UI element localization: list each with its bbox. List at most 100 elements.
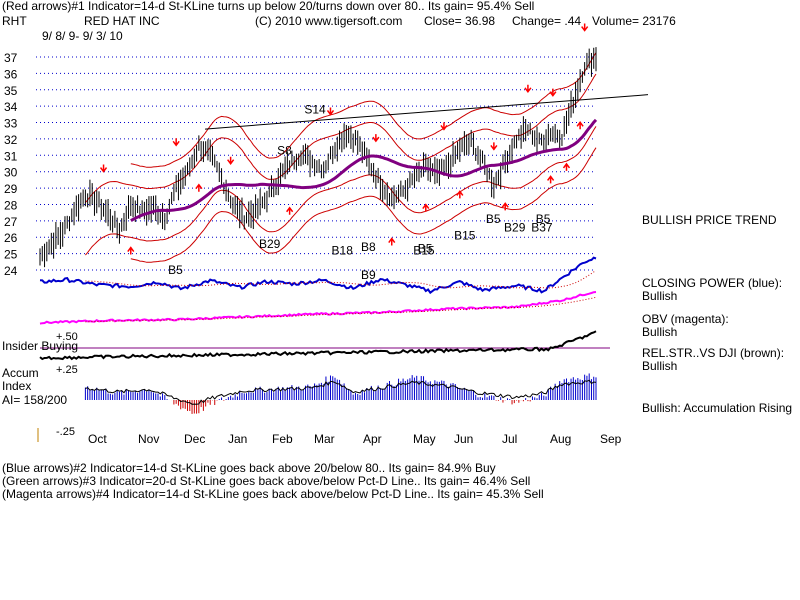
obv <box>39 291 597 325</box>
buy-arrow <box>127 246 135 255</box>
x-tick-label: May <box>413 432 436 446</box>
y-tick-label: 26 <box>4 231 18 245</box>
lower-band-outer <box>130 147 597 263</box>
signal-label: B29 <box>259 237 281 251</box>
rel-strength-status: Bullish <box>642 359 678 373</box>
accum-plus50-label: +.50 <box>56 331 78 343</box>
obv-status: Bullish <box>642 325 678 339</box>
sell-arrow <box>372 134 380 143</box>
volume-value: Volume= 23176 <box>592 14 676 28</box>
ticker-symbol: RHT <box>2 14 27 28</box>
y-tick-label: 37 <box>4 51 18 65</box>
sell-arrow <box>227 156 235 165</box>
closing-power-status: Bullish <box>642 289 678 303</box>
sell-arrow <box>440 122 448 131</box>
indicator-4-caption: (Magenta arrows)#4 Indicator=14-d St-KLi… <box>2 487 544 501</box>
closing-power-ma <box>85 270 597 289</box>
y-tick-label: 33 <box>4 117 18 131</box>
sell-arrow <box>490 142 498 151</box>
sell-arrow <box>581 23 589 32</box>
buy-arrow <box>195 183 203 192</box>
buy-arrow <box>286 206 294 215</box>
y-tick-label: 30 <box>4 166 18 180</box>
y-tick-label: 35 <box>4 84 18 98</box>
y-tick-label: 24 <box>4 264 18 278</box>
obv-line <box>39 291 597 325</box>
change-value: Change= .44 <box>512 14 582 28</box>
signal-label: B9 <box>361 268 376 282</box>
close-price: Close= 36.98 <box>424 14 496 28</box>
signal-label: B18 <box>332 243 354 257</box>
sell-arrow <box>549 88 557 97</box>
x-tick-label: Jun <box>454 432 473 446</box>
ai-label: AI= 158/200 <box>2 393 68 407</box>
y-tick-label: 34 <box>4 100 18 114</box>
signal-label: B5 <box>168 263 183 277</box>
y-tick-label: 36 <box>4 67 18 81</box>
signal-label: B15 <box>413 243 435 257</box>
closing-power-line <box>39 256 597 295</box>
buy-arrow <box>422 203 430 212</box>
rel-strength <box>39 330 597 361</box>
rel-strength-line <box>39 330 610 361</box>
x-tick-label: Aug <box>550 432 571 446</box>
closing-power <box>39 256 597 295</box>
resistance-trend-line <box>204 94 649 130</box>
sell-arrow <box>524 84 532 94</box>
buy-arrow <box>562 162 571 171</box>
y-tick-label: 27 <box>4 215 18 229</box>
insider-buying-label: Insider Buying <box>2 339 79 353</box>
upper-band <box>85 73 597 203</box>
signal-label: B5 <box>418 242 433 256</box>
accum-status: Bullish: Accumulation Rising <box>642 401 793 415</box>
x-tick-label: Mar <box>314 432 335 446</box>
rel-strength-title: REL.STR..VS DJI (brown): <box>642 346 785 360</box>
buy-arrow <box>388 237 396 246</box>
signal-label: B37 <box>531 220 553 234</box>
x-tick-label: Jan <box>228 432 247 446</box>
accum-plus25-label: +.25 <box>56 364 78 376</box>
buy-arrow <box>547 175 555 184</box>
accum-label: Accum <box>2 366 39 380</box>
y-tick-label: 32 <box>4 133 18 147</box>
sell-arrow <box>172 138 180 147</box>
sell-arrow <box>99 164 108 173</box>
moving-average-line <box>130 118 598 222</box>
signal-label: B15 <box>454 229 476 243</box>
price-axis-ticks: 24 25 26 27 28 29 30 31 32 33 34 35 36 37 <box>4 51 18 278</box>
date-range: 9/ 8/ 9- 9/ 3/ 10 <box>42 29 123 43</box>
x-tick-label: Apr <box>363 432 382 446</box>
index-label: Index <box>2 379 32 393</box>
buy-arrow <box>576 121 584 130</box>
signal-label: S14 <box>304 102 326 116</box>
indicator-3-caption: (Green arrows)#3 Indicator=20-d St-KLine… <box>2 474 531 488</box>
month-axis-ticks: Oct Nov Dec Jan Feb Mar Apr May Jun Jul Aug Sep <box>37 428 622 446</box>
copyright: (C) 2010 www.tigersoft.com <box>255 14 403 28</box>
closing-power-title: CLOSING POWER (blue): <box>642 276 783 290</box>
y-tick-label: 29 <box>4 182 18 196</box>
upper-band-outer <box>130 52 597 168</box>
company-name: RED HAT INC <box>84 14 160 28</box>
lower-band <box>85 126 597 256</box>
buy-arrow <box>501 202 509 211</box>
x-tick-label: Feb <box>272 432 293 446</box>
accum-minus25-label: -.25 <box>56 426 75 438</box>
signal-label: B29 <box>504 220 526 234</box>
indicator-2-caption: (Blue arrows)#2 Indicator=14-d St-KLine … <box>2 461 496 475</box>
accum-index-bars <box>84 373 597 414</box>
moving-average <box>130 118 598 222</box>
y-tick-label: 28 <box>4 198 18 212</box>
price-bars <box>39 47 597 268</box>
x-tick-label: Jul <box>502 432 517 446</box>
signal-label: B5 <box>486 212 501 226</box>
x-tick-label: Dec <box>184 432 205 446</box>
accum-ma <box>85 379 597 405</box>
signal-label: S8 <box>277 143 292 157</box>
trend-label: BULLISH PRICE TREND <box>642 213 777 227</box>
buy-arrow <box>456 190 464 199</box>
indicator-1-caption: (Red arrows)#1 Indicator=14-d St-KLine t… <box>2 0 535 13</box>
x-tick-label: Oct <box>88 432 107 446</box>
sell-arrow <box>326 107 335 116</box>
